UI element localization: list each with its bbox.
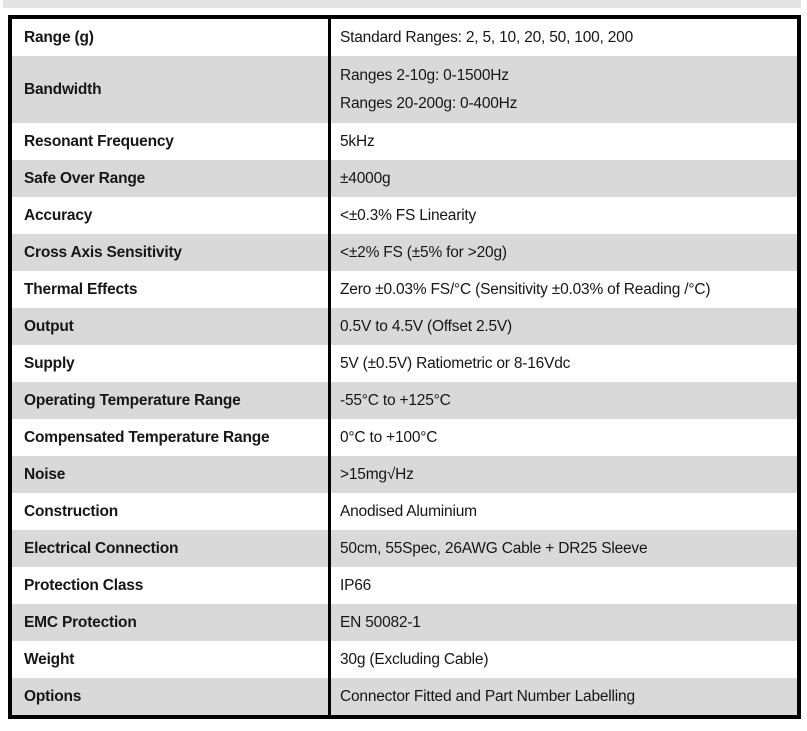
spec-value-line: 0°C to +100°C: [340, 428, 438, 446]
spec-value: Standard Ranges: 2, 5, 10, 20, 50, 100, …: [328, 19, 797, 56]
table-row: Options Connector Fitted and Part Number…: [12, 678, 797, 715]
specification-table: Range (g) Standard Ranges: 2, 5, 10, 20,…: [8, 15, 801, 719]
spec-value: 5kHz: [328, 123, 797, 160]
spec-value: >15mg√Hz: [328, 456, 797, 493]
spec-value: <±0.3% FS Linearity: [328, 197, 797, 234]
table-row: Protection Class IP66: [12, 567, 797, 604]
spec-value-line: Zero ±0.03% FS/°C (Sensitivity ±0.03% of…: [340, 280, 711, 298]
spec-value-line: EN 50082-1: [340, 613, 421, 631]
table-row: Accuracy <±0.3% FS Linearity: [12, 197, 797, 234]
table-row: Weight 30g (Excluding Cable): [12, 641, 797, 678]
spec-value-line: Standard Ranges: 2, 5, 10, 20, 50, 100, …: [340, 28, 634, 46]
spec-value-line: -55°C to +125°C: [340, 391, 451, 409]
spec-value-line: Ranges 20-200g: 0-400Hz: [340, 94, 518, 112]
table-row: EMC Protection EN 50082-1: [12, 604, 797, 641]
spec-value-line: 5V (±0.5V) Ratiometric or 8-16Vdc: [340, 354, 571, 372]
spec-value-line: Anodised Aluminium: [340, 502, 477, 520]
table-row: Compensated Temperature Range 0°C to +10…: [12, 419, 797, 456]
table-row: Bandwidth Ranges 2-10g: 0-1500Hz Ranges 2…: [12, 56, 797, 123]
spec-value: Zero ±0.03% FS/°C (Sensitivity ±0.03% of…: [328, 271, 797, 308]
table-row: Thermal Effects Zero ±0.03% FS/°C (Sensi…: [12, 271, 797, 308]
spec-value: Connector Fitted and Part Number Labelli…: [328, 678, 797, 715]
spec-value: 0°C to +100°C: [328, 419, 797, 456]
spec-label: Protection Class: [24, 576, 144, 594]
spec-value-line: Ranges 2-10g: 0-1500Hz: [340, 66, 509, 84]
spec-value-line: 30g (Excluding Cable): [340, 650, 489, 668]
spec-label: Construction: [24, 502, 119, 520]
spec-label: Compensated Temperature Range: [24, 428, 270, 446]
table-row: Noise >15mg√Hz: [12, 456, 797, 493]
spec-value-line: Connector Fitted and Part Number Labelli…: [340, 687, 635, 705]
spec-value: Anodised Aluminium: [328, 493, 797, 530]
spec-value: 5V (±0.5V) Ratiometric or 8-16Vdc: [328, 345, 797, 382]
table-row: Supply 5V (±0.5V) Ratiometric or 8-16Vdc: [12, 345, 797, 382]
spec-label: Resonant Frequency: [24, 132, 174, 150]
table-row: Range (g) Standard Ranges: 2, 5, 10, 20,…: [12, 19, 797, 56]
top-strip: [3, 0, 801, 8]
spec-label: Thermal Effects: [24, 280, 138, 298]
spec-value: IP66: [328, 567, 797, 604]
spec-label: Cross Axis Sensitivity: [24, 243, 182, 261]
spec-value-line: >15mg√Hz: [340, 465, 414, 483]
spec-value-line: 5kHz: [340, 132, 375, 150]
spec-value: EN 50082-1: [328, 604, 797, 641]
table-row: Electrical Connection 50cm, 55Spec, 26AW…: [12, 530, 797, 567]
table-row: Safe Over Range ±4000g: [12, 160, 797, 197]
spec-value: -55°C to +125°C: [328, 382, 797, 419]
spec-value-line: 0.5V to 4.5V (Offset 2.5V): [340, 317, 512, 335]
spec-label: Weight: [24, 650, 75, 668]
spec-label: Safe Over Range: [24, 169, 146, 187]
spec-label: Options: [24, 687, 82, 705]
spec-label: Accuracy: [24, 206, 93, 224]
spec-value-line: <±2% FS (±5% for >20g): [340, 243, 507, 261]
table-row: Output 0.5V to 4.5V (Offset 2.5V): [12, 308, 797, 345]
spec-value: Ranges 2-10g: 0-1500Hz Ranges 20-200g: 0-…: [328, 56, 797, 123]
spec-label: EMC Protection: [24, 613, 137, 631]
table-row: Resonant Frequency 5kHz: [12, 123, 797, 160]
table-row: Operating Temperature Range -55°C to +12…: [12, 382, 797, 419]
spec-label: Range (g): [24, 28, 94, 46]
spec-value-line: 50cm, 55Spec, 26AWG Cable + DR25 Sleeve: [340, 539, 648, 557]
spec-value: 50cm, 55Spec, 26AWG Cable + DR25 Sleeve: [328, 530, 797, 567]
spec-value-line: IP66: [340, 576, 372, 594]
spec-value-line: <±0.3% FS Linearity: [340, 206, 477, 224]
spec-value: ±4000g: [328, 160, 797, 197]
spec-label: Bandwidth: [24, 80, 102, 98]
spec-value-line: ±4000g: [340, 169, 391, 187]
spec-value: 30g (Excluding Cable): [328, 641, 797, 678]
spec-label: Noise: [24, 465, 66, 483]
table-row: Construction Anodised Aluminium: [12, 493, 797, 530]
spec-label: Operating Temperature Range: [24, 391, 241, 409]
table-row: Cross Axis Sensitivity <±2% FS (±5% for …: [12, 234, 797, 271]
spec-label: Output: [24, 317, 74, 335]
spec-value: <±2% FS (±5% for >20g): [328, 234, 797, 271]
spec-label: Electrical Connection: [24, 539, 179, 557]
spec-value: 0.5V to 4.5V (Offset 2.5V): [328, 308, 797, 345]
spec-label: Supply: [24, 354, 75, 372]
